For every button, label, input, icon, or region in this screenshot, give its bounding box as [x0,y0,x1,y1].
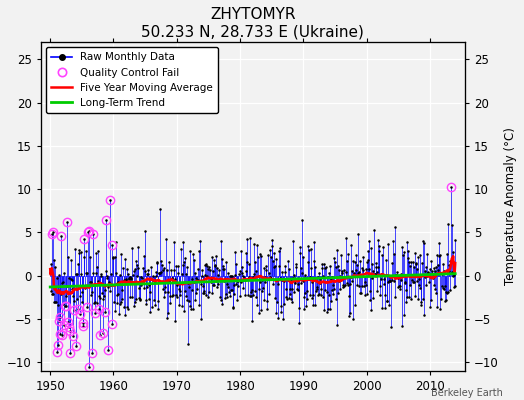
Legend: Raw Monthly Data, Quality Control Fail, Five Year Moving Average, Long-Term Tren: Raw Monthly Data, Quality Control Fail, … [46,47,219,113]
Title: ZHYTOMYR
50.233 N, 28.733 E (Ukraine): ZHYTOMYR 50.233 N, 28.733 E (Ukraine) [141,7,364,39]
Text: Berkeley Earth: Berkeley Earth [431,388,503,398]
Y-axis label: Temperature Anomaly (°C): Temperature Anomaly (°C) [504,128,517,286]
